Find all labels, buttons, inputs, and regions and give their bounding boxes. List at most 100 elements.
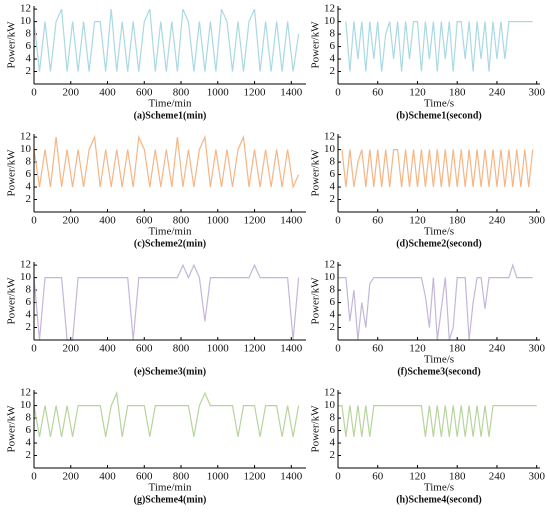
- x-tick-label: 1400: [280, 471, 303, 483]
- y-tick-label: 10: [20, 399, 32, 411]
- x-tick-label: 300: [528, 471, 545, 483]
- y-tick-label: 10: [20, 143, 32, 155]
- x-axis-label: Time/s: [424, 482, 454, 494]
- x-tick-label: 400: [99, 343, 116, 355]
- x-tick-label: 60: [372, 471, 384, 483]
- x-tick-label: 800: [173, 343, 190, 355]
- caption: (e)Scheme3(min): [134, 366, 206, 377]
- x-tick-label: 200: [63, 215, 80, 227]
- x-tick-label: 800: [173, 87, 190, 99]
- x-tick-label: 300: [528, 87, 545, 99]
- x-tick-label: 240: [489, 87, 506, 99]
- x-tick-label: 1400: [280, 87, 303, 99]
- x-tick-label: 0: [31, 471, 37, 483]
- x-tick-label: 180: [449, 343, 466, 355]
- y-tick-label: 6: [26, 40, 32, 52]
- caption: (f)Scheme3(second): [397, 366, 480, 377]
- x-tick-label: 400: [99, 215, 116, 227]
- x-tick-label: 800: [173, 471, 190, 483]
- x-tick-label: 180: [449, 87, 466, 99]
- x-tick-label: 1000: [207, 471, 230, 483]
- y-axis-label: Power/kW: [310, 21, 322, 69]
- series-line: [33, 8, 300, 72]
- y-tick-label: 12: [324, 387, 335, 399]
- x-tick-label: 800: [173, 215, 190, 227]
- y-axis-label: Power/kW: [6, 405, 18, 453]
- x-tick-label: 0: [335, 87, 341, 99]
- y-tick-label: 8: [26, 412, 32, 424]
- y-tick-label: 12: [324, 131, 335, 143]
- y-tick-label: 6: [26, 296, 32, 308]
- caption: (a)Scheme1(min): [134, 110, 207, 121]
- x-tick-label: 300: [528, 215, 545, 227]
- y-tick-label: 12: [324, 259, 335, 271]
- y-axis-label: Power/kW: [6, 21, 18, 69]
- y-tick-label: 6: [26, 168, 32, 180]
- y-axis-label: Power/kW: [310, 149, 322, 197]
- y-tick-label: 4: [26, 437, 32, 449]
- y-tick-label: 12: [20, 3, 31, 15]
- caption: (h)Scheme4(second): [396, 494, 482, 505]
- y-tick-label: 4: [330, 309, 336, 321]
- x-tick-label: 600: [136, 343, 153, 355]
- x-tick-label: 240: [489, 471, 506, 483]
- x-tick-label: 1000: [207, 87, 230, 99]
- y-tick-label: 2: [26, 65, 32, 77]
- series-line: [33, 390, 300, 437]
- x-tick-label: 60: [372, 343, 384, 355]
- x-axis-label: Time/min: [149, 226, 192, 238]
- x-tick-label: 1200: [244, 215, 267, 227]
- y-tick-label: 4: [26, 309, 32, 321]
- x-tick-label: 600: [136, 87, 153, 99]
- y-tick-label: 10: [20, 271, 32, 283]
- x-tick-label: 180: [449, 471, 466, 483]
- y-axis-label: Power/kW: [310, 277, 322, 325]
- caption: (b)Scheme1(second): [396, 110, 482, 121]
- y-tick-label: 12: [20, 259, 31, 271]
- y-tick-label: 12: [20, 131, 31, 143]
- x-tick-label: 120: [409, 343, 426, 355]
- x-tick-label: 120: [409, 215, 426, 227]
- x-tick-label: 240: [489, 343, 506, 355]
- x-tick-label: 60: [372, 87, 384, 99]
- x-tick-label: 1200: [244, 343, 267, 355]
- x-tick-label: 1400: [280, 215, 303, 227]
- series-line: [33, 263, 300, 341]
- y-tick-label: 10: [324, 271, 336, 283]
- series-line: [345, 21, 533, 72]
- y-tick-label: 2: [26, 193, 32, 205]
- x-tick-label: 1200: [244, 471, 267, 483]
- y-tick-label: 2: [26, 321, 32, 333]
- x-axis-label: Time/s: [424, 98, 454, 110]
- y-tick-label: 10: [324, 143, 336, 155]
- x-tick-label: 180: [449, 215, 466, 227]
- y-tick-label: 10: [324, 15, 336, 27]
- x-tick-label: 1200: [244, 87, 267, 99]
- y-tick-label: 8: [26, 28, 32, 40]
- x-tick-label: 0: [31, 87, 37, 99]
- y-axis-label: Power/kW: [6, 277, 18, 325]
- x-tick-label: 600: [136, 215, 153, 227]
- y-tick-label: 12: [324, 3, 335, 15]
- x-tick-label: 300: [528, 343, 545, 355]
- x-tick-label: 0: [31, 343, 37, 355]
- y-tick-label: 2: [26, 449, 32, 461]
- x-axis-label: Time/s: [424, 354, 454, 366]
- x-tick-label: 1400: [280, 343, 303, 355]
- x-tick-label: 1000: [207, 343, 230, 355]
- y-tick-label: 8: [330, 412, 336, 424]
- y-tick-label: 2: [330, 449, 336, 461]
- y-tick-label: 2: [330, 321, 336, 333]
- y-tick-label: 10: [20, 15, 32, 27]
- x-tick-label: 0: [335, 343, 341, 355]
- y-tick-label: 4: [330, 437, 336, 449]
- x-tick-label: 120: [409, 87, 426, 99]
- x-tick-label: 120: [409, 471, 426, 483]
- y-axis-label: Power/kW: [6, 149, 18, 197]
- x-tick-label: 0: [335, 471, 341, 483]
- y-tick-label: 8: [330, 284, 336, 296]
- y-tick-label: 4: [330, 53, 336, 65]
- y-tick-label: 8: [330, 156, 336, 168]
- x-tick-label: 1000: [207, 215, 230, 227]
